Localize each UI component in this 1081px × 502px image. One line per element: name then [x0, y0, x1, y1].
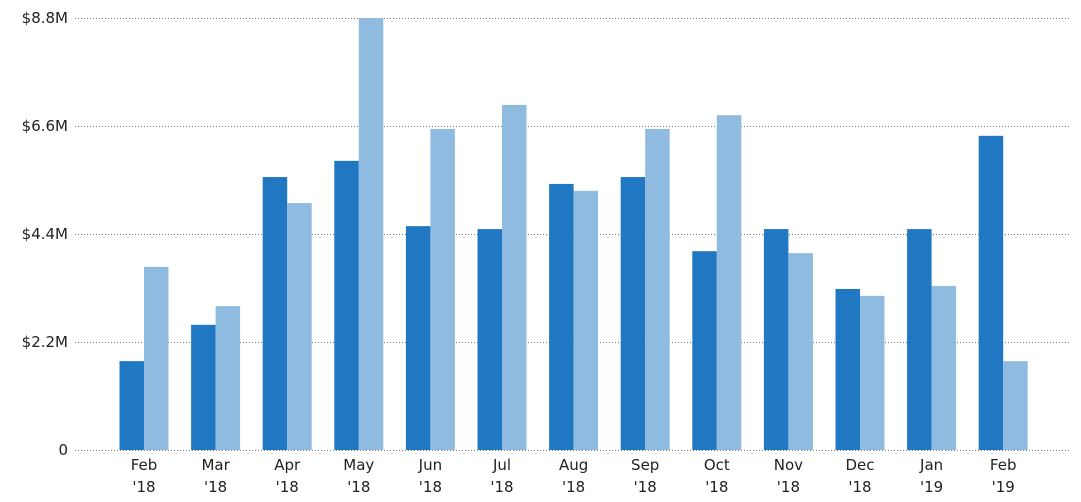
bar: [763, 229, 789, 450]
bar: [287, 203, 312, 450]
y-tick-label: $2.2M: [22, 333, 68, 351]
bar: [191, 324, 216, 450]
bar: [907, 229, 932, 450]
x-tick-label: Dec '18: [845, 456, 874, 496]
bar: [358, 18, 384, 450]
x-tick-label: Oct '18: [704, 456, 730, 496]
bar: [860, 295, 885, 450]
x-tick-label: Feb '18: [131, 456, 158, 496]
bar: [262, 177, 288, 450]
bar: [477, 229, 502, 450]
bar: [620, 177, 646, 450]
bar: [835, 288, 860, 450]
bar: [334, 160, 359, 450]
bar: [1003, 361, 1028, 450]
bar: [931, 286, 957, 450]
bar: [502, 104, 527, 451]
bar: [692, 251, 717, 450]
x-tick-label: Apr '18: [274, 456, 301, 496]
x-tick-label: Jan '19: [919, 456, 943, 496]
y-tick-label: $4.4M: [22, 225, 68, 243]
x-tick-label: Nov '18: [774, 456, 803, 496]
bar: [788, 253, 813, 450]
x-tick-label: Feb '19: [990, 456, 1017, 496]
y-tick-label: $6.6M: [22, 117, 68, 135]
bar: [405, 226, 431, 450]
y-tick-label: $8.8M: [22, 9, 68, 27]
bar: [144, 266, 169, 450]
bar: [573, 190, 599, 451]
y-tick-label: 0: [58, 441, 68, 459]
x-tick-label: Mar '18: [201, 456, 230, 496]
x-tick-label: Jul '18: [490, 456, 513, 496]
x-tick-label: Jun '18: [418, 456, 442, 496]
bar: [430, 128, 455, 451]
x-tick-label: May '18: [343, 456, 374, 496]
bar: [119, 361, 144, 450]
x-tick-label: Aug '18: [559, 456, 588, 496]
bar: [716, 115, 742, 450]
bar: [549, 183, 574, 450]
bar: [645, 128, 670, 451]
bar: [978, 135, 1004, 450]
bar: [215, 306, 241, 450]
x-tick-label: Sep '18: [631, 456, 659, 496]
